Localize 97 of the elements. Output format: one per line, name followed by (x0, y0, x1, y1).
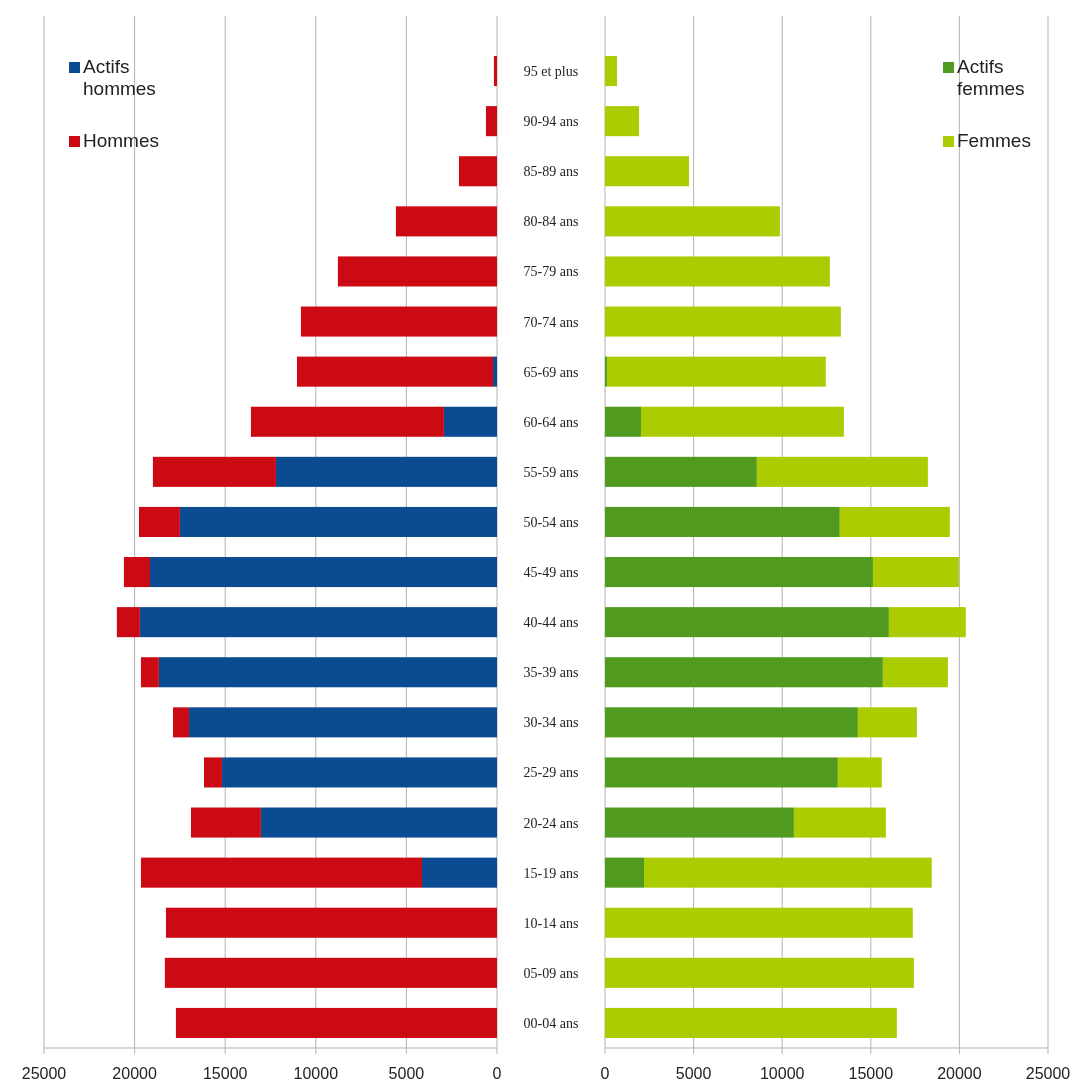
bar (204, 757, 222, 788)
x-tick-label: 0 (600, 1065, 610, 1082)
y-tick-label: 35-39 ans (523, 665, 579, 681)
bar (179, 506, 497, 537)
y-tick-label: 00-04 ans (523, 1015, 579, 1031)
x-tick-label: 20000 (112, 1065, 157, 1082)
bar (173, 707, 189, 738)
bar (605, 857, 644, 888)
bar (793, 807, 886, 838)
x-tick-label: 20000 (937, 1065, 982, 1082)
bar (857, 707, 917, 738)
bar (888, 607, 966, 638)
bar (605, 456, 757, 487)
bar (443, 406, 497, 437)
x-tick-label: 10000 (759, 1065, 805, 1082)
bar (872, 557, 959, 588)
x-tick-label: 25000 (21, 1065, 67, 1082)
x-tick-label: 10000 (293, 1065, 339, 1082)
bar (640, 406, 844, 437)
bar (606, 356, 826, 387)
bar (493, 356, 497, 387)
bar (116, 607, 140, 638)
y-tick-label: 50-54 ans (523, 514, 579, 530)
y-tick-label: 95 et plus (523, 64, 579, 80)
y-tick-label: 25-29 ans (523, 765, 579, 781)
bar (605, 256, 830, 287)
bar (140, 857, 422, 888)
bar (882, 657, 948, 688)
bar (421, 857, 497, 888)
bar (485, 106, 497, 137)
bar (140, 657, 159, 688)
bar (839, 506, 950, 537)
bar (150, 557, 497, 588)
bar (138, 506, 180, 537)
bar (337, 256, 497, 287)
y-tick-label: 80-84 ans (523, 214, 579, 230)
bar (164, 957, 497, 988)
y-tick-label: 60-64 ans (523, 414, 579, 430)
bar (605, 607, 889, 638)
bar (605, 206, 780, 237)
bar (275, 456, 497, 487)
bar (175, 1007, 497, 1038)
bar (296, 356, 494, 387)
y-tick-label: 85-89 ans (523, 164, 579, 180)
x-tick-label: 5000 (675, 1065, 712, 1082)
bar (605, 56, 618, 87)
bar (123, 557, 150, 588)
y-tick-label: 15-19 ans (523, 865, 579, 881)
y-tick-label: 20-24 ans (523, 815, 579, 831)
y-tick-label: 30-34 ans (523, 715, 579, 731)
bar (158, 657, 497, 688)
x-tick-label: 5000 (388, 1065, 425, 1082)
bar (395, 206, 497, 237)
bar (221, 757, 497, 788)
bar (188, 707, 497, 738)
y-tick-label: 45-49 ans (523, 565, 579, 581)
bar (139, 607, 497, 638)
y-tick-label: 90-94 ans (523, 114, 579, 130)
bar (605, 406, 641, 437)
y-tick-label: 65-69 ans (523, 364, 579, 380)
bar (300, 306, 497, 337)
x-tick-label: 0 (492, 1065, 502, 1082)
legend-label: Actifs femmes (957, 56, 1025, 99)
bar (605, 707, 858, 738)
bar (605, 907, 913, 938)
bar (605, 156, 689, 187)
bar (605, 657, 883, 688)
bar (190, 807, 261, 838)
bar (605, 506, 840, 537)
bar (605, 807, 794, 838)
bar (165, 907, 497, 938)
bar (837, 757, 882, 788)
legend-label: Femmes (957, 130, 1031, 151)
x-tick-label: 15000 (202, 1065, 248, 1082)
legend-label: Hommes (83, 130, 160, 151)
bar (605, 1007, 897, 1038)
bar (260, 807, 497, 838)
y-tick-label: 75-79 ans (523, 264, 579, 280)
x-tick-label: 25000 (1025, 1065, 1070, 1082)
bar (605, 106, 640, 137)
y-tick-label: 10-14 ans (523, 915, 579, 931)
bar (605, 757, 838, 788)
y-tick-label: 05-09 ans (523, 965, 579, 981)
bar (605, 306, 841, 337)
bar (643, 857, 932, 888)
bar (756, 456, 928, 487)
y-tick-label: 70-74 ans (523, 314, 579, 330)
legend-label: Actifs hommes (83, 56, 156, 99)
y-tick-label: 55-59 ans (523, 464, 579, 480)
bar (152, 456, 276, 487)
bar (605, 957, 914, 988)
y-tick-label: 40-44 ans (523, 615, 579, 631)
x-tick-label: 15000 (848, 1065, 894, 1082)
bar (605, 557, 873, 588)
bar (458, 156, 497, 187)
bar (493, 56, 497, 87)
bar (250, 406, 444, 437)
